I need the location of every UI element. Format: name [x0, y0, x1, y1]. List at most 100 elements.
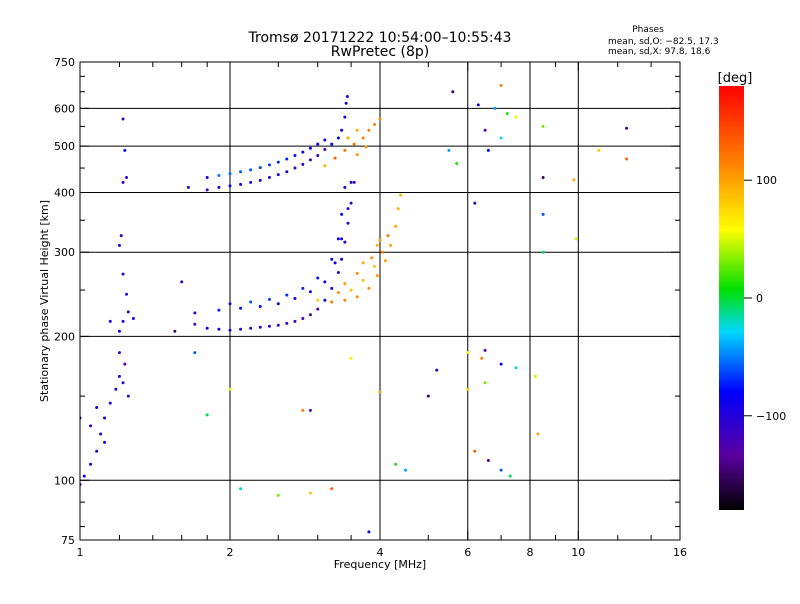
data-point [381, 250, 385, 254]
x-tick-label: 4 [377, 546, 384, 559]
data-point [123, 362, 127, 366]
data-point [258, 178, 262, 182]
data-point [258, 304, 262, 308]
data-point [476, 103, 480, 107]
data-point [293, 319, 297, 323]
colorbar: [deg] 100 0 −100 [718, 71, 786, 510]
y-tick-label: 75 [61, 534, 75, 547]
data-point [455, 161, 459, 165]
data-point [367, 128, 371, 132]
colorbar-ticks: 100 0 −100 [744, 174, 786, 423]
data-point [239, 182, 243, 186]
data-point [228, 172, 232, 176]
y-tick-label: 400 [54, 186, 75, 199]
x-axis-label: Frequency [MHz] [334, 558, 426, 571]
data-point [117, 351, 121, 355]
data-point [349, 180, 353, 184]
data-point [180, 280, 184, 284]
data-point [466, 351, 470, 355]
chart-title: Tromsø 20171222 10:54:00–10:55:43 [248, 30, 512, 46]
data-point [541, 124, 545, 128]
y-tick-label: 300 [54, 246, 75, 259]
data-point [173, 329, 177, 333]
data-point [228, 328, 232, 332]
data-point [103, 440, 107, 444]
data-point [308, 408, 312, 412]
data-point [340, 128, 344, 132]
data-point [344, 101, 348, 105]
axis-ticks [79, 61, 681, 541]
data-point [108, 401, 112, 405]
data-point [343, 298, 347, 302]
data-point [323, 280, 327, 284]
data-point [276, 173, 280, 177]
data-point [217, 185, 221, 189]
series [80, 117, 135, 486]
data-point [336, 237, 340, 241]
data-point [193, 322, 197, 326]
data-point [514, 115, 518, 119]
data-point [480, 356, 484, 360]
data-point [316, 307, 320, 311]
data-point [355, 128, 359, 132]
data-point [451, 90, 455, 94]
phase-stats: Phases mean, sd,O: −82.5, 17.3 mean, sd,… [608, 25, 719, 57]
data-point [483, 128, 487, 132]
data-point [293, 154, 297, 158]
data-point [99, 432, 103, 436]
data-point [228, 302, 232, 306]
data-point [308, 158, 312, 162]
data-point [308, 313, 312, 317]
data-point [541, 175, 545, 179]
series [205, 95, 349, 192]
data-point [276, 493, 280, 497]
data-point [330, 286, 334, 290]
data-point [541, 212, 545, 216]
y-tick-label: 200 [54, 330, 75, 343]
data-point [323, 298, 327, 302]
data-point [597, 148, 601, 152]
data-point [355, 295, 359, 299]
data-point [373, 265, 377, 269]
data-point [205, 326, 209, 330]
data-point [361, 261, 365, 265]
data-point [285, 170, 289, 174]
data-point [447, 148, 451, 152]
data-point [267, 163, 271, 167]
series [205, 138, 327, 179]
data-point [343, 282, 347, 286]
data-point [355, 271, 359, 275]
data-point [285, 293, 289, 297]
data-points [80, 83, 629, 534]
data-point [514, 366, 518, 370]
data-point [378, 390, 382, 394]
data-point [323, 164, 327, 168]
data-point [293, 297, 297, 301]
data-point [82, 474, 86, 478]
data-point [340, 237, 344, 241]
data-point [473, 449, 477, 453]
data-point [108, 319, 112, 323]
data-point [228, 184, 232, 188]
colorbar-gradient [719, 86, 744, 510]
data-point [367, 530, 371, 534]
data-point [123, 148, 127, 152]
data-point [276, 302, 280, 306]
data-point [205, 413, 209, 417]
data-point [276, 323, 280, 327]
data-point [117, 329, 121, 333]
data-point [193, 311, 197, 315]
data-point [346, 136, 350, 140]
data-point [308, 290, 312, 294]
data-point [378, 117, 382, 121]
data-point [276, 160, 280, 164]
data-point [95, 405, 99, 409]
data-point [396, 207, 400, 211]
data-point [343, 185, 347, 189]
data-point [343, 148, 347, 152]
data-point [330, 257, 334, 261]
data-point [486, 148, 490, 152]
data-point [239, 170, 243, 174]
